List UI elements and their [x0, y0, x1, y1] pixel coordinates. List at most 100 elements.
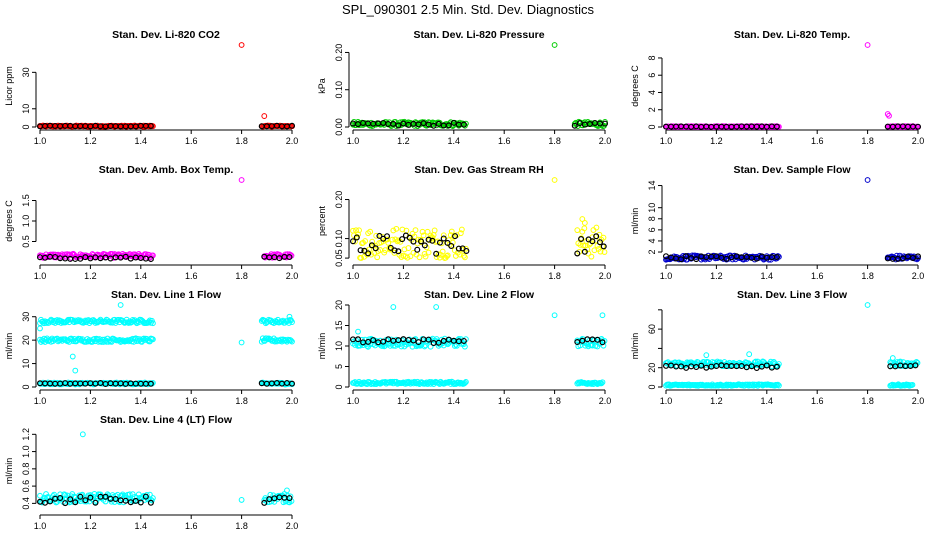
y-tick-label: 2 — [647, 250, 657, 255]
data-point — [774, 253, 781, 259]
x-tick-label: 1.6 — [185, 396, 198, 406]
outlier-point — [433, 304, 440, 310]
mean-point — [391, 247, 398, 254]
y-tick-label: 20 — [21, 335, 31, 345]
y-tick-label: 0 — [21, 384, 31, 389]
y-tick-label: 0.20 — [334, 44, 344, 62]
y-axis-label: Licor ppm — [4, 66, 14, 106]
outlier-point — [72, 367, 79, 374]
data-point — [427, 343, 434, 350]
mean-point — [433, 250, 440, 257]
data-point — [588, 253, 595, 260]
x-tick-label: 1.4 — [135, 521, 148, 531]
mean-point — [147, 256, 154, 263]
outlier-point — [551, 312, 558, 319]
mean-point — [132, 497, 139, 504]
mean-point — [47, 498, 54, 505]
data-point — [701, 359, 708, 366]
data-point — [111, 379, 118, 386]
mean-point — [589, 238, 596, 245]
mean-point — [365, 250, 372, 257]
mean-point — [698, 362, 705, 369]
data-point — [355, 231, 361, 238]
y-tick-label: 2 — [647, 107, 657, 112]
mean-point — [763, 362, 770, 369]
x-tick-label: 1.2 — [84, 521, 97, 531]
mean-point — [914, 123, 921, 130]
mean-point — [599, 339, 606, 346]
data-point — [108, 498, 115, 505]
mean-point — [410, 337, 417, 344]
mean-point — [436, 239, 443, 246]
x-tick-label: 1.2 — [710, 271, 723, 281]
mean-point — [72, 499, 79, 506]
data-point — [913, 359, 920, 365]
data-point — [61, 491, 68, 498]
y-tick-label: 30 — [21, 67, 31, 77]
mean-point — [57, 494, 64, 501]
outlier-point — [284, 487, 290, 494]
outlier-point — [69, 353, 76, 360]
data-point — [723, 381, 730, 388]
y-tick-label: 5 — [334, 364, 344, 369]
y-axis-label: ml/min — [630, 208, 640, 235]
mean-point — [142, 493, 149, 500]
data-point — [425, 249, 432, 256]
mean-point — [678, 256, 685, 263]
data-point — [149, 320, 156, 327]
data-point — [601, 249, 608, 255]
x-tick-label: 1.0 — [34, 396, 47, 406]
data-point — [126, 491, 133, 498]
outlier-point — [864, 177, 871, 183]
mean-point — [380, 338, 387, 345]
panel-title: Stan. Dev. Li-820 Pressure — [413, 29, 544, 41]
mean-point — [904, 253, 911, 260]
y-axis-label: percent — [317, 205, 327, 236]
y-axis-label: ml/min — [4, 458, 14, 485]
x-tick-label: 1.4 — [448, 396, 461, 406]
data-point — [288, 337, 294, 344]
x-tick-label: 1.8 — [235, 521, 248, 531]
mean-point — [435, 339, 442, 346]
outlier-point — [599, 312, 606, 319]
data-point — [749, 381, 756, 388]
mean-point — [435, 120, 442, 127]
y-tick-label: 10 — [334, 341, 344, 351]
data-point — [444, 252, 451, 259]
data-point — [372, 242, 379, 249]
data-point — [367, 228, 374, 235]
x-tick-label: 1.6 — [185, 271, 198, 281]
mean-point — [425, 236, 432, 243]
outlier-point — [746, 351, 753, 358]
data-point — [598, 380, 605, 387]
panel-title: Stan. Dev. Line 2 Flow — [424, 289, 535, 301]
mean-point — [355, 336, 362, 343]
data-point — [289, 319, 295, 325]
x-tick-label: 1.2 — [397, 271, 410, 281]
y-tick-label: 30 — [21, 312, 31, 322]
mean-point — [444, 239, 451, 246]
y-tick-label: 15 — [334, 320, 344, 330]
mean-point — [683, 364, 690, 371]
mean-point — [460, 121, 467, 128]
x-tick-label: 1.8 — [861, 271, 874, 281]
x-tick-label: 1.4 — [448, 136, 461, 146]
x-tick-label: 1.4 — [761, 396, 774, 406]
y-axis-label: degrees C — [630, 65, 640, 107]
x-tick-label: 1.4 — [761, 271, 774, 281]
data-point — [431, 227, 438, 234]
mean-point — [137, 499, 144, 506]
mean-point — [909, 254, 916, 261]
x-tick-label: 1.4 — [135, 271, 148, 281]
x-tick-label: 1.4 — [135, 396, 148, 406]
x-tick-label: 1.0 — [34, 521, 47, 531]
y-axis-label: ml/min — [4, 333, 14, 360]
outlier-point — [886, 112, 892, 119]
x-tick-label: 1.0 — [347, 396, 360, 406]
mean-point — [713, 253, 720, 260]
data-point — [404, 254, 411, 261]
mean-point — [147, 499, 154, 506]
panel-6: Stan. Dev. Sample Flow ml/min 1.0 1.2 1.4 1.6… — [630, 164, 924, 281]
mean-point — [455, 245, 462, 252]
outlier-point — [286, 313, 293, 320]
